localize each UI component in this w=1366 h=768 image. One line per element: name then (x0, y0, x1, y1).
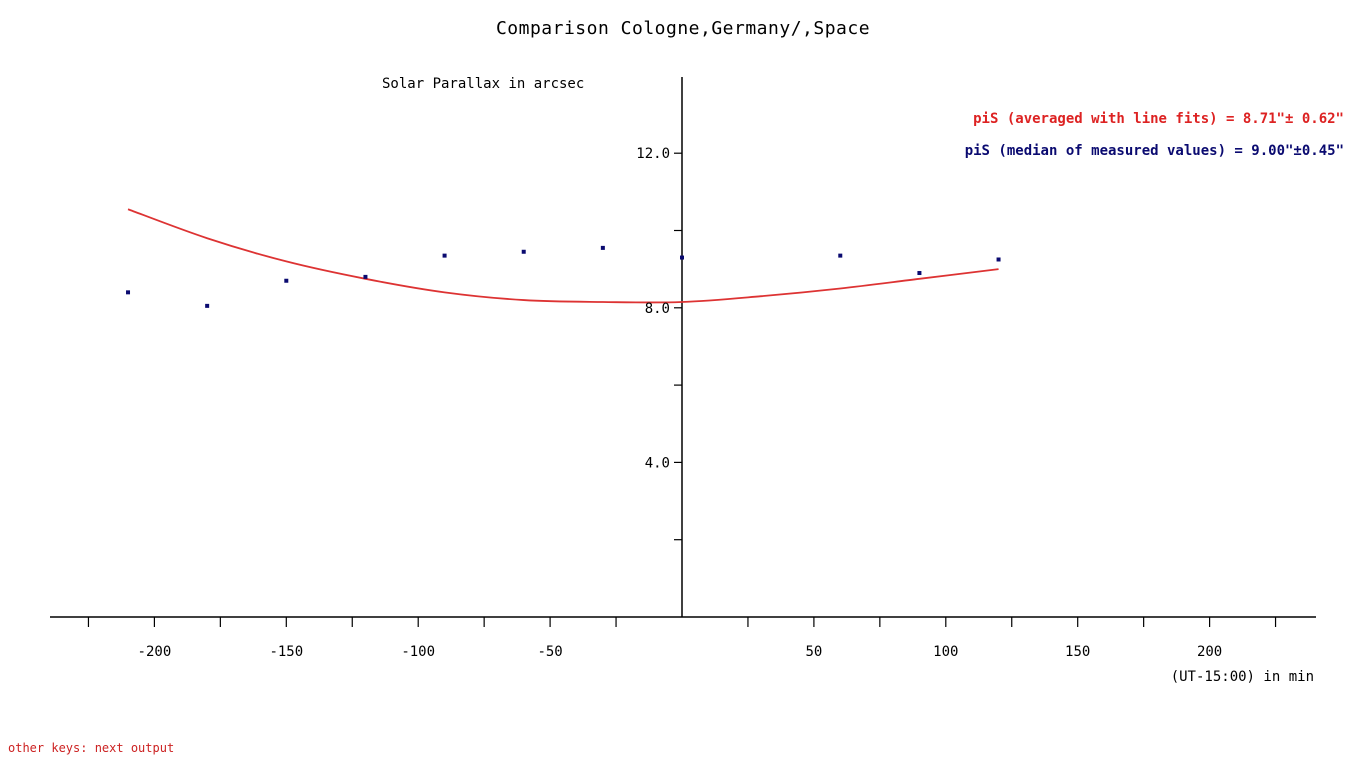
x-tick-label: 50 (805, 644, 822, 660)
data-point (600, 245, 605, 250)
keyboard-hint: other keys: next output (8, 741, 175, 755)
legend-fit-average: piS (averaged with line fits) = 8.71"± 0… (973, 111, 1344, 127)
data-point (680, 255, 684, 260)
data-point (996, 257, 1001, 262)
data-point (442, 253, 447, 258)
data-point (363, 274, 368, 279)
x-tick-label: 150 (1065, 644, 1090, 660)
fit-curve (127, 208, 999, 304)
chart-title: Comparison Cologne,Germany/,Space (495, 18, 871, 39)
data-point (521, 249, 526, 254)
data-point (838, 253, 843, 258)
x-tick-label: 200 (1197, 644, 1222, 660)
y-tick-label: 12.0 (636, 146, 670, 162)
x-axis-label: (UT-15:00) in min (1170, 669, 1314, 685)
data-point (917, 271, 922, 276)
x-tick-label: -50 (537, 644, 562, 660)
data-point (284, 278, 289, 283)
x-tick-label: -150 (269, 644, 303, 660)
y-axis-label: Solar Parallax in arcsec (382, 76, 585, 92)
data-point (205, 303, 210, 308)
y-tick-label: 4.0 (645, 455, 670, 471)
x-tick-label: -200 (138, 644, 172, 660)
data-point (126, 290, 131, 295)
x-tick-label: -100 (401, 644, 435, 660)
y-tick-label: 8.0 (645, 301, 670, 317)
legend-median: piS (median of measured values) = 9.00"±… (964, 143, 1344, 159)
x-tick-label: 100 (933, 644, 958, 660)
